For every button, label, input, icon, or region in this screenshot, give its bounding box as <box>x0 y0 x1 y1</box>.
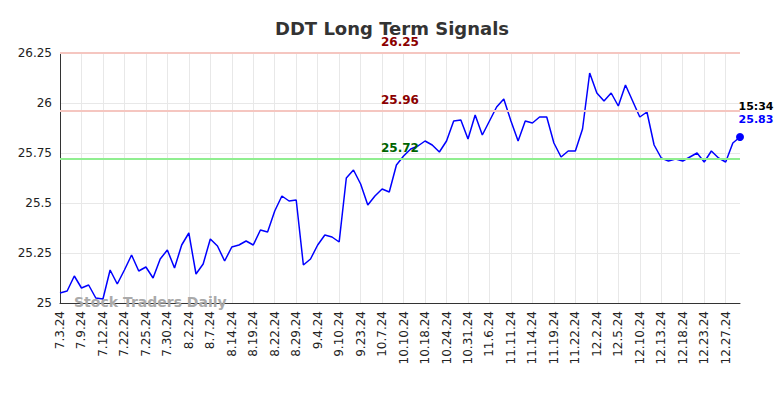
svg-text:11.22.24: 11.22.24 <box>568 311 582 364</box>
svg-text:8.7.24: 8.7.24 <box>203 311 217 349</box>
svg-text:25.75: 25.75 <box>18 146 52 160</box>
svg-text:Stock Traders Daily: Stock Traders Daily <box>74 294 227 310</box>
svg-text:10.10.24: 10.10.24 <box>397 311 411 364</box>
svg-text:12.13.24: 12.13.24 <box>654 311 668 364</box>
svg-text:8.29.24: 8.29.24 <box>289 311 303 357</box>
svg-text:10.18.24: 10.18.24 <box>418 311 432 364</box>
svg-text:25.96: 25.96 <box>381 93 419 107</box>
svg-text:8.2.24: 8.2.24 <box>182 311 196 349</box>
svg-text:25.83: 25.83 <box>739 113 774 126</box>
svg-text:7.9.24: 7.9.24 <box>74 311 88 349</box>
svg-text:12.18.24: 12.18.24 <box>676 311 690 364</box>
svg-text:26: 26 <box>37 96 52 110</box>
svg-text:7.3.24: 7.3.24 <box>53 311 67 349</box>
svg-text:8.14.24: 8.14.24 <box>225 311 239 357</box>
svg-text:11.11.24: 11.11.24 <box>504 311 518 364</box>
svg-text:7.22.24: 7.22.24 <box>117 311 131 357</box>
svg-text:10.24.24: 10.24.24 <box>440 311 454 364</box>
svg-text:25.5: 25.5 <box>25 196 52 210</box>
svg-text:25.72: 25.72 <box>381 141 419 155</box>
svg-text:25.25: 25.25 <box>18 246 52 260</box>
svg-text:8.22.24: 8.22.24 <box>268 311 282 357</box>
svg-text:7.25.24: 7.25.24 <box>139 311 153 357</box>
svg-text:26.25: 26.25 <box>18 46 52 60</box>
svg-text:9.4.24: 9.4.24 <box>311 311 325 349</box>
svg-text:11.19.24: 11.19.24 <box>547 311 561 364</box>
svg-text:10.31.24: 10.31.24 <box>461 311 475 364</box>
svg-text:25: 25 <box>37 296 52 310</box>
svg-text:DDT Long Term Signals: DDT Long Term Signals <box>275 18 509 39</box>
svg-text:11.6.24: 11.6.24 <box>482 311 496 357</box>
svg-text:11.14.24: 11.14.24 <box>525 311 539 364</box>
svg-text:12.10.24: 12.10.24 <box>633 311 647 364</box>
svg-text:15:34: 15:34 <box>738 100 773 113</box>
svg-text:7.12.24: 7.12.24 <box>96 311 110 357</box>
svg-text:7.30.24: 7.30.24 <box>160 311 174 357</box>
svg-text:26.25: 26.25 <box>381 35 419 49</box>
svg-text:12.5.24: 12.5.24 <box>611 311 625 357</box>
svg-text:12.27.24: 12.27.24 <box>719 311 733 364</box>
svg-text:12.23.24: 12.23.24 <box>697 311 711 364</box>
svg-text:12.2.24: 12.2.24 <box>590 311 604 357</box>
svg-text:8.19.24: 8.19.24 <box>246 311 260 357</box>
svg-text:9.23.24: 9.23.24 <box>354 311 368 357</box>
svg-text:9.10.24: 9.10.24 <box>332 311 346 357</box>
svg-text:10.7.24: 10.7.24 <box>375 311 389 357</box>
